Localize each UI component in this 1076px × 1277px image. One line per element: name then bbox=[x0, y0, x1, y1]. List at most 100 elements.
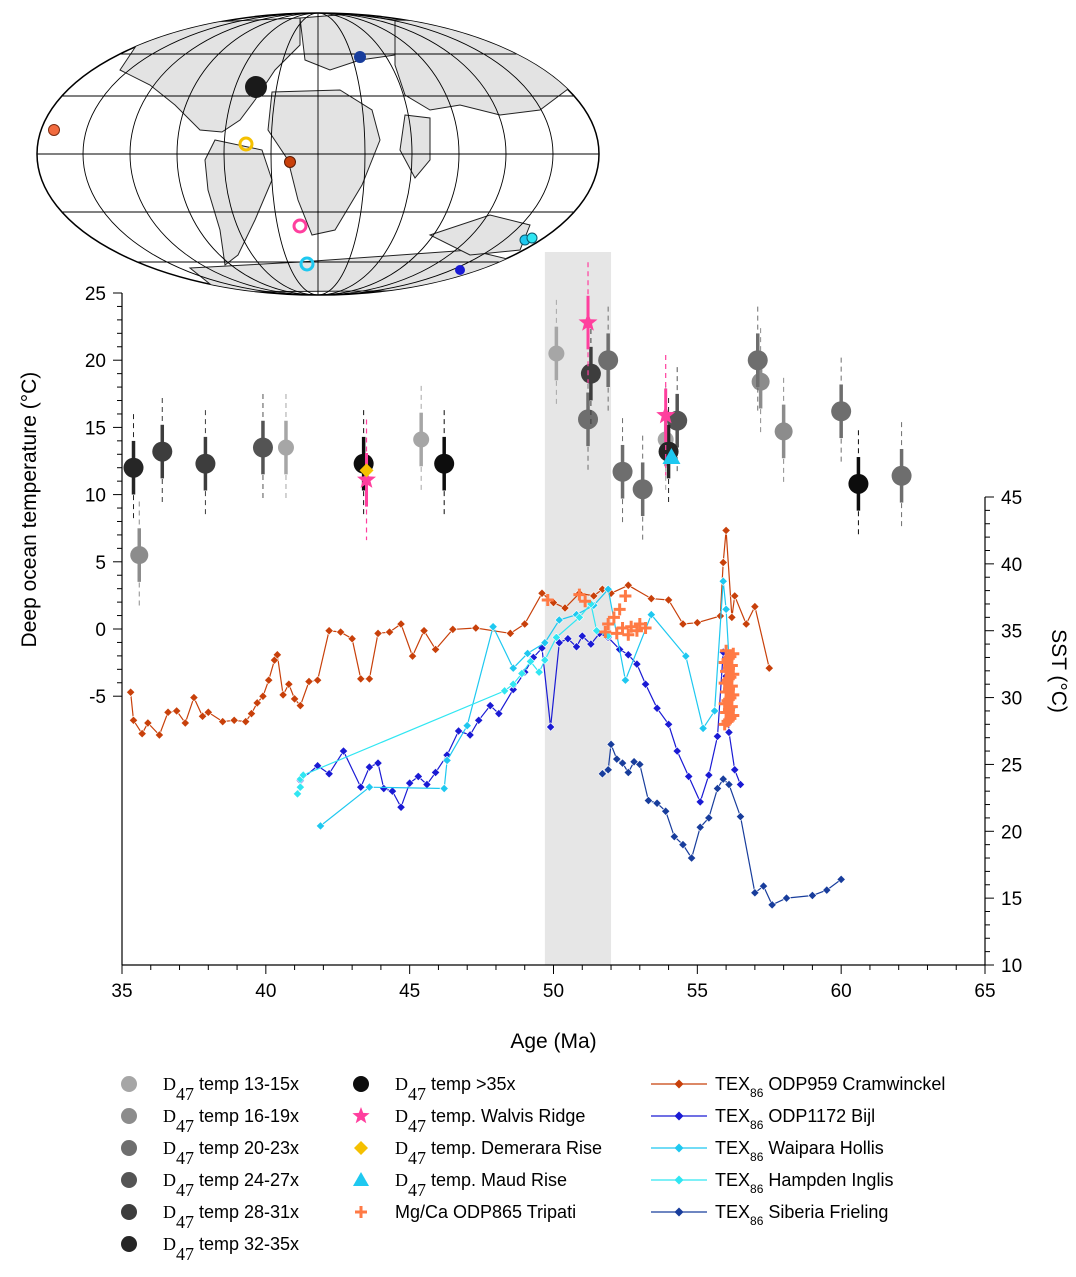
y-right-tick-label: 40 bbox=[1001, 555, 1022, 576]
clumped-point-2 bbox=[598, 350, 619, 371]
clumped-point-3 bbox=[667, 410, 688, 431]
tex-point-2 bbox=[718, 576, 728, 586]
tex-point-1 bbox=[379, 783, 389, 794]
maud-point bbox=[662, 447, 681, 464]
y-left-tick-label: -5 bbox=[89, 687, 106, 708]
tex-point-0 bbox=[718, 557, 728, 568]
legend-col3-marker bbox=[674, 1207, 684, 1217]
y-right-tick-label: 35 bbox=[1001, 622, 1022, 643]
clumped-point-2 bbox=[747, 350, 768, 371]
tex-point-2 bbox=[462, 721, 472, 731]
tex-point-2 bbox=[442, 755, 452, 766]
demerara-point bbox=[359, 463, 374, 478]
clumped-point-1 bbox=[751, 372, 770, 391]
legend-col1-marker bbox=[121, 1076, 137, 1092]
mgca-cluster-point bbox=[727, 647, 740, 660]
mgca-point bbox=[613, 603, 626, 616]
y-left-tick-label: 25 bbox=[85, 284, 106, 305]
tex-point-4 bbox=[718, 774, 728, 784]
tex-point-1 bbox=[387, 786, 398, 796]
tex-point-0 bbox=[126, 687, 136, 697]
map-marker-walvis bbox=[292, 218, 308, 234]
tex-point-0 bbox=[419, 626, 429, 636]
tex-point-4 bbox=[686, 853, 697, 863]
legend-col1-marker bbox=[121, 1204, 137, 1220]
legend-col1-marker bbox=[121, 1236, 137, 1252]
tex-point-1 bbox=[640, 679, 651, 689]
y-right-tick-label: 45 bbox=[1001, 488, 1022, 509]
tex-point-2 bbox=[488, 622, 498, 632]
tex-point-2 bbox=[721, 604, 731, 614]
tex-point-4 bbox=[643, 795, 654, 806]
tex-point-4 bbox=[678, 840, 688, 850]
tex-point-0 bbox=[154, 730, 165, 740]
clumped-point-2 bbox=[578, 409, 599, 430]
tex-point-0 bbox=[663, 595, 674, 605]
y-left-tick-label: 10 bbox=[85, 486, 106, 507]
mgca-cluster-point bbox=[720, 644, 733, 657]
y-right-tick-label: 15 bbox=[1001, 889, 1022, 910]
tex-point-4 bbox=[629, 757, 639, 767]
tex-point-2 bbox=[698, 723, 708, 733]
tex-point-1 bbox=[312, 761, 323, 771]
tex-point-0 bbox=[336, 627, 346, 637]
tex-point-1 bbox=[704, 770, 714, 780]
x-tick-label: 60 bbox=[831, 981, 852, 1002]
mgca-series bbox=[541, 588, 740, 731]
tex-point-1 bbox=[356, 782, 366, 792]
clumped-point-5 bbox=[123, 457, 144, 478]
tex-point-3 bbox=[540, 655, 550, 665]
legend-col3-marker bbox=[674, 1111, 684, 1121]
tex-point-4 bbox=[781, 893, 792, 903]
tex-point-2 bbox=[709, 706, 720, 716]
tex-point-4 bbox=[623, 767, 633, 778]
tex-point-0 bbox=[356, 674, 366, 684]
legend-col2-label: D47 temp. Walvis Ridge bbox=[395, 1106, 585, 1136]
tex-point-1 bbox=[338, 746, 349, 756]
clumped-point-4 bbox=[152, 441, 173, 462]
tex-point-0 bbox=[246, 708, 257, 719]
tex-point-1 bbox=[586, 639, 596, 649]
tex-point-0 bbox=[252, 698, 262, 708]
clumped-point-1 bbox=[774, 422, 793, 441]
tex-point-2 bbox=[646, 610, 656, 620]
tex-point-1 bbox=[413, 771, 423, 782]
tex-point-2 bbox=[603, 584, 613, 594]
tex-point-1 bbox=[632, 659, 642, 669]
tex-point-4 bbox=[652, 798, 662, 808]
tex-point-2 bbox=[620, 675, 631, 685]
tex-point-0 bbox=[730, 591, 740, 601]
tex-point-1 bbox=[508, 684, 518, 695]
x-tick-label: 50 bbox=[543, 981, 564, 1002]
tex-point-4 bbox=[661, 806, 671, 816]
tex-point-0 bbox=[312, 675, 323, 685]
tex-point-2 bbox=[554, 615, 564, 625]
tex-point-0 bbox=[407, 651, 418, 661]
legend-col3-marker bbox=[674, 1175, 684, 1185]
tex-point-3 bbox=[517, 668, 527, 679]
mgca-point bbox=[579, 595, 592, 608]
tex-point-3 bbox=[295, 782, 305, 792]
tex-point-0 bbox=[137, 729, 147, 739]
legend-col1-marker bbox=[121, 1140, 137, 1156]
tex-point-1 bbox=[672, 746, 682, 756]
mgca-point bbox=[639, 622, 652, 635]
legend-col3-label: TEX86 ODP1172 Bijl bbox=[715, 1106, 875, 1132]
legend-col1-label: D47 temp 16-19x bbox=[163, 1106, 299, 1136]
y-left-tick-label: 5 bbox=[95, 553, 106, 574]
legend-col2-marker bbox=[353, 1076, 369, 1092]
tex-point-4 bbox=[807, 890, 818, 901]
mgca-point bbox=[541, 593, 554, 606]
tex-point-4 bbox=[712, 783, 723, 794]
tex-point-0 bbox=[646, 593, 656, 604]
tex-point-0 bbox=[241, 717, 251, 727]
tex-point-4 bbox=[704, 813, 714, 823]
map-marker-odp865 bbox=[48, 124, 60, 136]
mgca-point bbox=[619, 589, 632, 602]
tex-line-0 bbox=[130, 530, 770, 737]
tex-point-0 bbox=[180, 718, 190, 728]
tex-point-0 bbox=[347, 634, 357, 644]
mgca-point bbox=[607, 611, 620, 624]
tex-point-1 bbox=[494, 708, 504, 719]
